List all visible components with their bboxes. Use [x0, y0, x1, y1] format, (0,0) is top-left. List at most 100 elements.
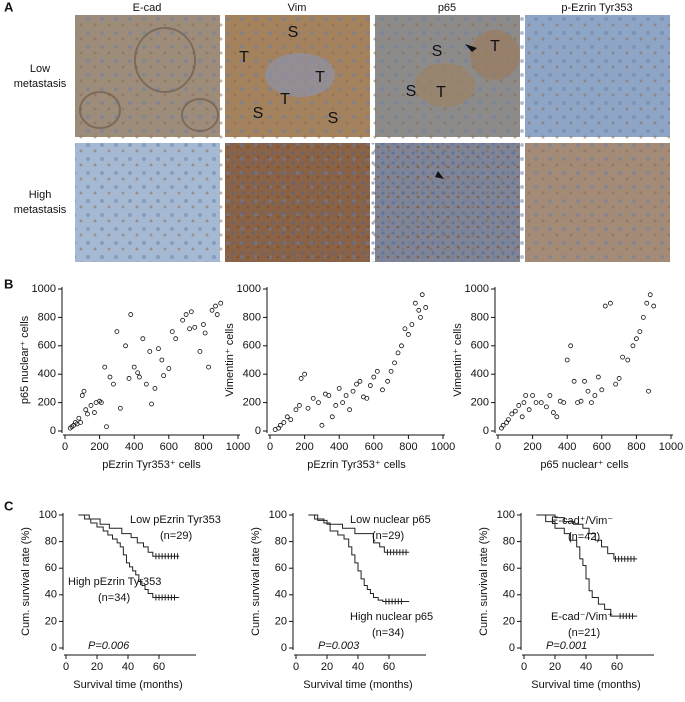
arrow: [435, 171, 444, 179]
y-tick-label: 200: [471, 397, 489, 409]
point: [350, 388, 356, 394]
y-tick-label: 60: [45, 562, 57, 574]
point: [644, 300, 650, 306]
y-tick-label: 20: [503, 615, 515, 627]
point: [589, 400, 594, 406]
point: [202, 330, 208, 336]
point: [102, 364, 108, 370]
point: [297, 403, 302, 408]
survival-curve: [78, 514, 180, 557]
y-axis-label: Vimentin⁺ cells: [452, 323, 464, 397]
point: [418, 314, 423, 320]
y-axis-label: Vimentin⁺ cells: [224, 323, 236, 397]
point: [521, 400, 527, 406]
tissue: [79, 91, 121, 129]
point: [326, 393, 332, 398]
x-tick-label: 200: [295, 441, 313, 453]
y-tick-label: 600: [38, 340, 56, 352]
x-tick-label: 800: [194, 441, 212, 453]
point: [143, 381, 149, 387]
y-tick-label: 200: [38, 397, 56, 409]
x-tick-label: 20: [91, 661, 103, 673]
point: [277, 422, 283, 428]
x-tick-label: 20: [549, 661, 561, 673]
point: [166, 366, 172, 371]
point: [180, 317, 186, 323]
row-label: High: [29, 189, 52, 201]
point: [104, 424, 109, 430]
y-tick-label: 40: [503, 589, 515, 601]
point: [564, 357, 570, 363]
y-tick-label: 20: [275, 615, 287, 627]
y-axis-label: Cum. survival rate (%): [250, 527, 262, 636]
point: [599, 387, 605, 393]
x-tick-label: 400: [558, 441, 576, 453]
point: [416, 307, 422, 313]
point: [329, 414, 335, 420]
tissue-label: S: [328, 110, 339, 127]
point: [214, 312, 220, 317]
x-tick-label: 1000: [659, 441, 683, 453]
x-tick-label: 0: [63, 661, 69, 673]
point: [538, 400, 544, 406]
point: [364, 395, 370, 401]
y-tick-label: 0: [50, 425, 56, 437]
point: [85, 411, 90, 417]
y-tick-label: 200: [243, 397, 261, 409]
point: [206, 364, 211, 370]
point: [500, 422, 506, 428]
point: [213, 303, 218, 309]
point: [173, 336, 179, 342]
micrographs: [75, 15, 670, 262]
point: [302, 371, 308, 377]
point: [340, 400, 346, 406]
series-label: High pEzrin Tyr353: [68, 576, 161, 588]
point: [578, 398, 584, 404]
point: [554, 414, 560, 420]
x-tick-label: 600: [160, 441, 178, 453]
y-tick-label: 100: [39, 509, 57, 521]
point: [646, 388, 651, 394]
texture: [225, 143, 520, 262]
row-label: metastasis: [14, 78, 67, 90]
point: [530, 393, 535, 398]
series-n: (n=34): [98, 592, 130, 604]
x-tick-label: 0: [293, 661, 299, 673]
point: [336, 385, 342, 391]
tissue-label: S: [432, 43, 443, 60]
y-tick-label: 800: [243, 311, 261, 323]
x-axis-label: Survival time (months): [303, 679, 412, 691]
tissue-label: T: [239, 49, 249, 66]
point: [505, 417, 511, 423]
x-tick-label: 60: [383, 661, 395, 673]
point: [114, 329, 120, 335]
y-tick-label: 1000: [32, 283, 56, 295]
tissue-label: T: [280, 91, 290, 108]
y-axis-label: Cum. survival rate (%): [478, 527, 490, 636]
point: [347, 407, 352, 413]
x-axis-label: Survival time (months): [531, 679, 640, 691]
survival-curve: [536, 514, 638, 617]
x-tick-label: 400: [125, 441, 143, 453]
tissue-label: S: [288, 24, 299, 41]
x-tick-label: 0: [267, 441, 273, 453]
x-axis-label: p65 nuclear⁺ cells: [540, 459, 629, 471]
tissue: [470, 30, 520, 80]
point: [526, 407, 532, 413]
point: [544, 404, 549, 410]
x-tick-label: 800: [627, 441, 645, 453]
p-value: P=0.003: [318, 640, 360, 652]
point: [183, 312, 189, 317]
p-value: P=0.006: [88, 640, 130, 652]
point: [550, 410, 556, 415]
point: [647, 292, 653, 298]
y-tick-label: 800: [38, 311, 56, 323]
x-tick-label: 20: [321, 661, 333, 673]
point: [136, 374, 142, 380]
point: [608, 300, 613, 306]
x-tick-label: 40: [122, 661, 134, 673]
tissue: [415, 63, 475, 107]
y-axis-label: p65 nuclear⁺ cells: [19, 315, 31, 404]
x-tick-label: 60: [611, 661, 623, 673]
series-n: (n=42): [568, 531, 600, 543]
